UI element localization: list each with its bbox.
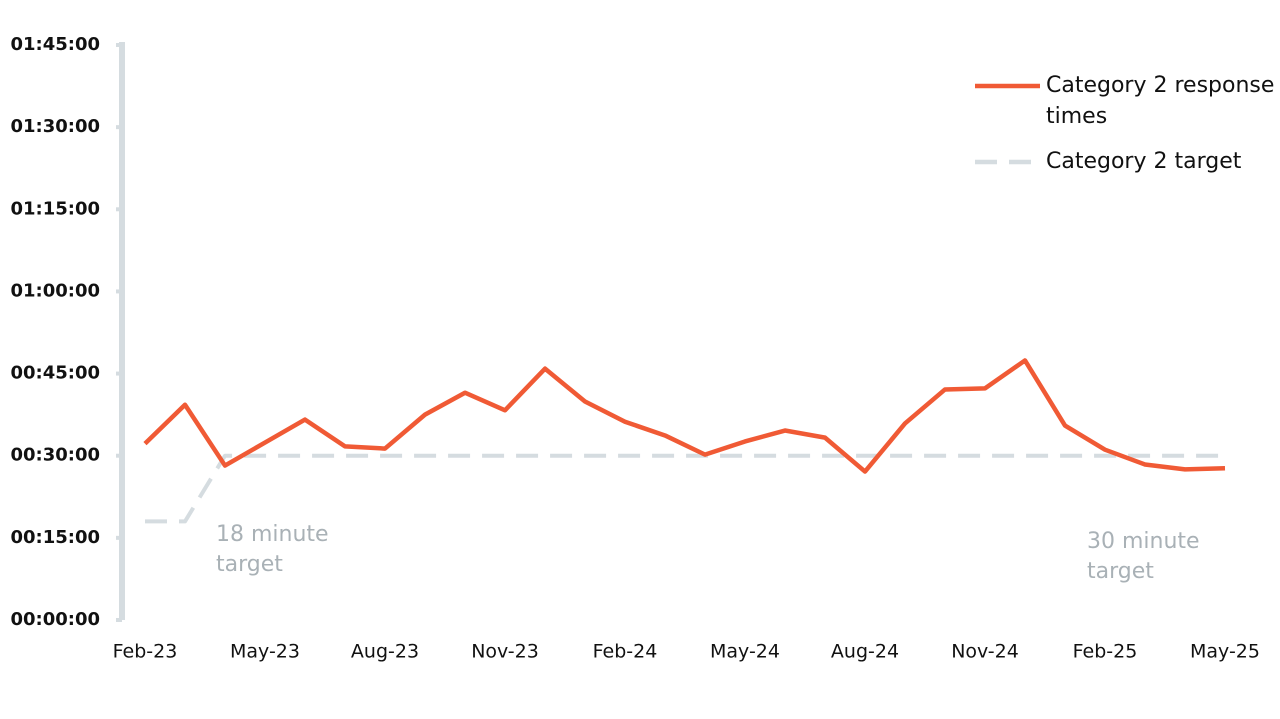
x-tick-label: Aug-23 <box>351 641 419 663</box>
series-line <box>145 453 1225 524</box>
y-tick-label: 00:30:00 <box>10 445 100 466</box>
x-tick-label: Aug-24 <box>831 641 899 663</box>
y-tick-label: 01:15:00 <box>10 198 100 219</box>
y-tick-label: 01:45:00 <box>10 34 100 55</box>
x-tick-label: Nov-23 <box>471 641 539 663</box>
legend-label: Category 2 response times <box>1046 73 1275 129</box>
y-tick-label: 01:30:00 <box>10 116 100 137</box>
x-tick-label: May-25 <box>1190 641 1260 663</box>
x-tick-label: Feb-24 <box>593 641 658 663</box>
y-tick-label: 01:00:00 <box>10 280 100 301</box>
legend-label: Category 2 target <box>1046 149 1242 174</box>
x-tick-label: Feb-25 <box>1073 641 1138 663</box>
annotation: 30 minute target <box>1087 529 1200 584</box>
annotation: 18 minute target <box>216 522 329 577</box>
x-tick-label: Nov-24 <box>951 641 1019 663</box>
y-tick-label: 00:15:00 <box>10 527 100 548</box>
y-tick-label: 00:00:00 <box>10 609 100 630</box>
series-line <box>143 358 1226 474</box>
y-tick-label: 00:45:00 <box>10 363 100 384</box>
x-tick-label: May-24 <box>710 641 780 663</box>
x-tick-label: May-23 <box>230 641 300 663</box>
x-tick-label: Feb-23 <box>113 641 178 663</box>
